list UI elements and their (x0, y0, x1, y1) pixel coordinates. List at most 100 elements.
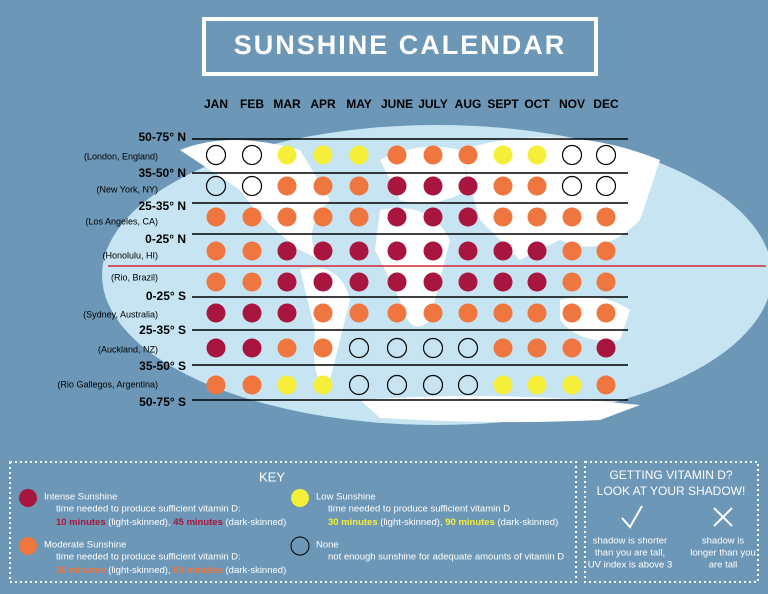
sunshine-dot (423, 303, 443, 323)
sunshine-dot (313, 338, 333, 358)
sunshine-dot (562, 272, 582, 292)
shadow-yes: UV index is above 3 (588, 560, 673, 571)
sunshine-dot (313, 375, 333, 395)
month-label: MAR (273, 97, 301, 111)
key-time: 10 minutes (56, 517, 108, 528)
band-label: 50-75° S (139, 395, 186, 409)
sunshine-dot (242, 375, 262, 395)
band-label: 25-35° S (139, 323, 186, 337)
key-desc: time needed to produce sufficient vitami… (328, 504, 510, 515)
sunshine-dot (277, 338, 297, 358)
key-times: 20 minutes (light-skinned), 60 minutes (… (56, 565, 286, 576)
month-label: JULY (418, 97, 448, 111)
sunshine-dot (277, 176, 297, 196)
sunshine-dot (596, 375, 616, 395)
sunshine-dot (206, 303, 226, 323)
key-desc: not enough sunshine for adequate amounts… (328, 552, 564, 563)
month-label: JAN (204, 97, 228, 111)
shadow-no: longer than you (690, 548, 756, 559)
sunshine-dot (387, 145, 407, 165)
sunshine-dot (242, 272, 262, 292)
key-label: Low Sunshine (316, 492, 376, 503)
sunshine-dot (595, 144, 617, 166)
cross-icon (713, 507, 733, 527)
key-time: (dark-skinned) (226, 517, 287, 528)
key-time: (dark-skinned) (226, 565, 287, 576)
month-label: DEC (593, 97, 619, 111)
sunshine-dot (206, 375, 226, 395)
sunshine-dot (277, 207, 297, 227)
band-label: 25-35° N (139, 199, 187, 213)
sunshine-dot (205, 144, 227, 166)
sunshine-dot (457, 337, 479, 359)
shadow-title: LOOK AT YOUR SHADOW! (597, 484, 746, 498)
title-frame (202, 17, 598, 76)
sunshine-dot (493, 176, 513, 196)
sunshine-dot (561, 144, 583, 166)
sunshine-dot (349, 303, 369, 323)
sunshine-dot (206, 241, 226, 261)
sunshine-dot (313, 272, 333, 292)
sunshine-dot (313, 207, 333, 227)
sunshine-dot (387, 303, 407, 323)
place-label: (Auckland, NZ) (98, 344, 158, 354)
month-label: FEB (240, 97, 264, 111)
sunshine-dot (242, 338, 262, 358)
sunshine-dot (493, 145, 513, 165)
key-time: 30 minutes (328, 517, 380, 528)
sunshine-dot (527, 207, 547, 227)
month-label: MAY (346, 97, 372, 111)
shadow-frame (584, 461, 759, 583)
shadow-no: are tall (709, 560, 738, 571)
sunshine-dot (349, 241, 369, 261)
sunshine-dot (422, 374, 444, 396)
sunshine-dot (457, 374, 479, 396)
month-label: APR (310, 97, 336, 111)
sunshine-dot (527, 272, 547, 292)
sunshine-dot (562, 375, 582, 395)
sunshine-dot (458, 272, 478, 292)
check-icon (621, 505, 643, 529)
sunshine-dot (423, 145, 443, 165)
sunshine-dot (493, 338, 513, 358)
sunshine-dot (596, 338, 616, 358)
month-label: AUG (455, 97, 482, 111)
sunshine-dot (458, 207, 478, 227)
sunshine-dot (493, 303, 513, 323)
key-swatch (290, 536, 310, 556)
sunshine-dot (242, 303, 262, 323)
key-time: 45 minutes (173, 517, 225, 528)
sunshine-dot (458, 176, 478, 196)
place-label: (Sydney, Australia) (83, 309, 158, 319)
sunshine-dot (527, 145, 547, 165)
sunshine-dot (493, 272, 513, 292)
sunshine-dot (386, 337, 408, 359)
sunshine-dot (596, 207, 616, 227)
place-label: (New York, NY) (96, 184, 158, 194)
sunshine-dot (423, 272, 443, 292)
sunshine-dot (423, 207, 443, 227)
sunshine-dot (458, 303, 478, 323)
sunshine-dot (242, 207, 262, 227)
band-label: 0-25° N (145, 232, 186, 246)
place-label: (Rio, Brazil) (111, 272, 158, 282)
sunshine-dot (527, 176, 547, 196)
sunshine-dot (527, 241, 547, 261)
sunshine-dot (277, 241, 297, 261)
sunshine-dot (595, 175, 617, 197)
sunshine-dot (387, 241, 407, 261)
band-label: 35-50° S (139, 359, 186, 373)
sunshine-dot (387, 272, 407, 292)
sunshine-dot (493, 241, 513, 261)
sunshine-dot (493, 375, 513, 395)
sunshine-dot (387, 176, 407, 196)
sunshine-dot (242, 241, 262, 261)
sunshine-dot (458, 145, 478, 165)
sunshine-dot (387, 207, 407, 227)
sunshine-dot (527, 338, 547, 358)
sunshine-dot (313, 145, 333, 165)
place-label: (Rio Gallegos, Argentina) (57, 379, 158, 389)
sunshine-dot (562, 303, 582, 323)
